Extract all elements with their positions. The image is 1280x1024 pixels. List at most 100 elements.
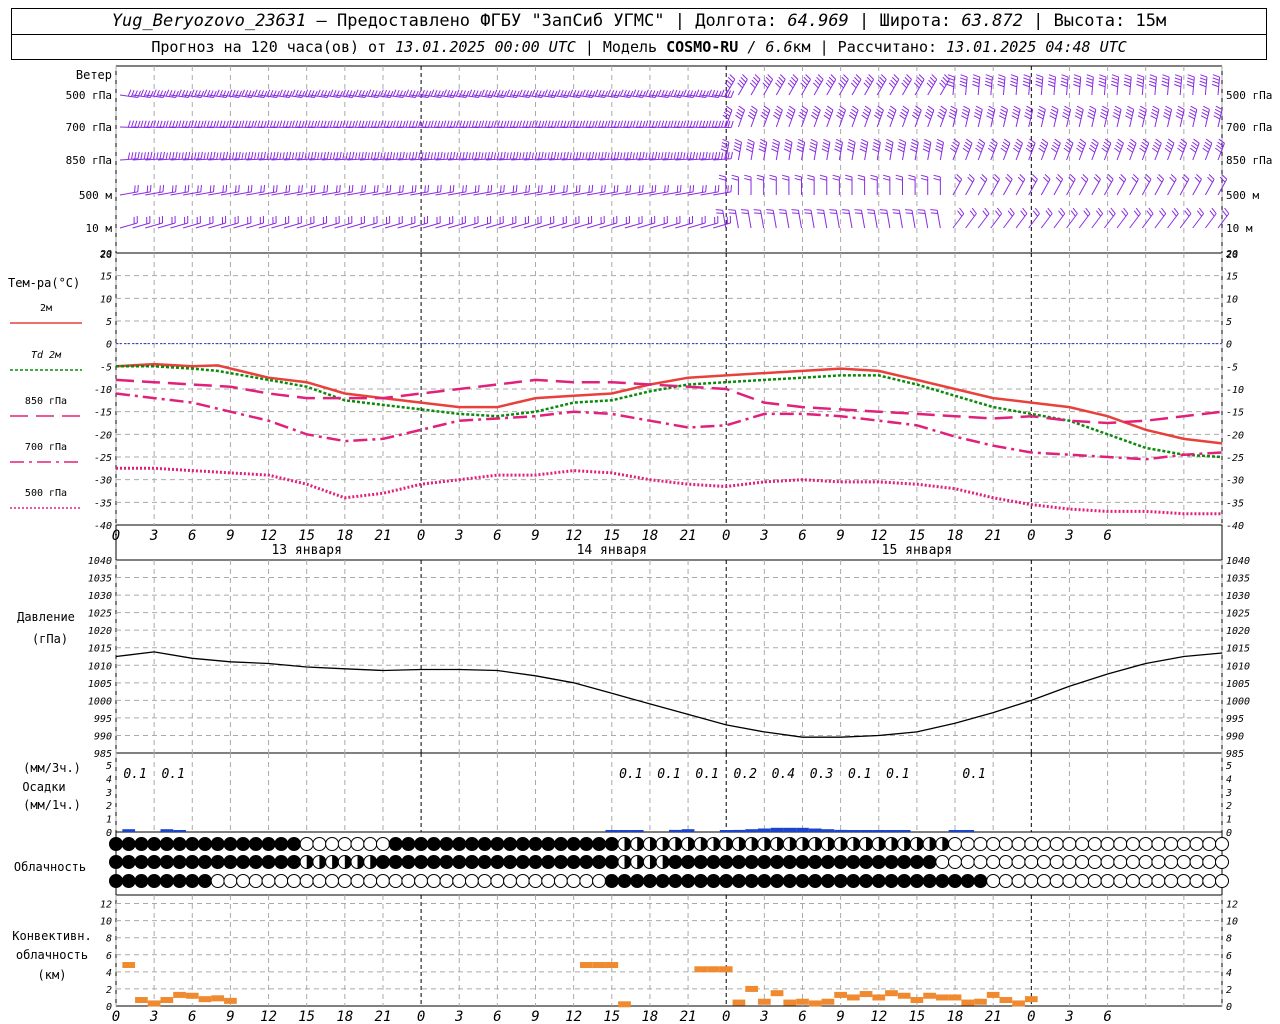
wind-barb-feather	[1200, 115, 1208, 120]
cloud-symbol	[134, 855, 149, 869]
wind-barb-feather	[162, 90, 167, 98]
wind-barb-feather	[879, 209, 887, 211]
wind-barb-feather	[421, 89, 425, 97]
wind-barb-feather	[1127, 144, 1135, 150]
cloud-symbol	[223, 837, 238, 851]
temp-series-line	[116, 466, 1222, 516]
wind-barb-shaft	[1129, 213, 1141, 229]
pressure-y-tick: 1035	[88, 574, 112, 585]
wind-barb-feather	[661, 120, 665, 128]
conv-cloud-bar	[910, 997, 924, 1004]
wind-barb-feather	[823, 138, 831, 143]
wind-barb-feather	[999, 112, 1007, 117]
conv-cloud-bar	[935, 994, 949, 1001]
cloud-symbol	[363, 837, 378, 851]
wind-barb-feather	[923, 142, 931, 146]
x-tick-label: 9	[836, 528, 844, 544]
wind-barb-feather	[910, 145, 918, 150]
wind-barb-feather	[1073, 74, 1081, 78]
cloud-symbol-half	[624, 855, 632, 869]
wind-barb-shaft	[747, 210, 752, 229]
wind-barb-feather	[979, 176, 986, 183]
wind-barb-feather	[402, 184, 404, 192]
precip-y-label: Осадки	[22, 780, 65, 794]
temp-legend-label: 850 гПа	[25, 396, 67, 407]
wind-barb-feather	[1043, 176, 1049, 183]
wind-barb-feather	[935, 148, 942, 153]
wind-barb-feather	[895, 174, 903, 178]
wind-barb-feather	[782, 174, 790, 178]
wind-barb-feather	[720, 148, 728, 153]
wind-barb-shaft	[977, 213, 990, 229]
wind-barb-feather	[986, 115, 993, 120]
wind-barb-feather	[901, 108, 908, 114]
wind-barb-feather	[959, 80, 967, 84]
wind-barb-feather	[553, 151, 557, 159]
precip-bar	[821, 829, 835, 832]
cloud-symbol	[1024, 837, 1039, 851]
wind-barb-feather	[616, 184, 619, 192]
wind-barb-feather	[279, 120, 283, 128]
temp-y-tick: -25	[94, 453, 112, 464]
wind-barb-feather	[446, 120, 450, 128]
wind-barb-feather	[396, 120, 400, 128]
wind-barb-feather	[972, 77, 980, 81]
cloud-symbol	[884, 874, 899, 888]
wind-barb-feather	[1124, 74, 1132, 78]
cloud-symbol	[795, 874, 810, 888]
wind-barb-shaft	[952, 143, 960, 161]
wind-barb-feather	[613, 185, 616, 193]
wind-barb-shaft	[760, 210, 765, 229]
wind-barb-feather	[617, 120, 621, 128]
wind-barb-feather	[654, 120, 658, 128]
wind-barb-shaft	[1179, 179, 1190, 196]
cloud-symbol	[757, 874, 772, 888]
wind-barb-feather	[902, 79, 909, 86]
wind-barb-feather	[717, 184, 720, 192]
pressure-y-tick: 1040	[1226, 556, 1250, 567]
x-tick-label: 3	[759, 1009, 768, 1024]
wind-barb-feather	[541, 120, 545, 128]
wind-barb-feather	[367, 152, 370, 160]
wind-barb-feather	[822, 145, 829, 150]
wind-barb-feather	[1156, 176, 1163, 183]
wind-barb-feather	[607, 89, 611, 97]
cloud-symbol	[579, 874, 594, 888]
wind-barb-feather	[314, 151, 317, 159]
wind-barb-feather	[744, 177, 752, 181]
wind-barb-feather	[1196, 174, 1202, 180]
cloud-symbol	[261, 855, 276, 869]
wind-barb-feather	[727, 90, 731, 98]
wind-scale-tick: 20	[1226, 250, 1238, 261]
cloud-symbol	[1075, 874, 1090, 888]
wind-barb-feather	[924, 138, 932, 143]
wind-barb-feather	[1189, 108, 1197, 114]
wind-barb-feather	[563, 152, 566, 160]
wind-barb-feather	[789, 105, 796, 111]
wind-barb-feather	[985, 80, 993, 84]
wind-barb-feather	[1048, 77, 1056, 81]
wind-barb-feather	[219, 120, 223, 128]
cloud-symbol	[604, 874, 619, 888]
wind-barb-feather	[860, 145, 867, 150]
wind-barb-feather	[1044, 174, 1051, 180]
cloud-symbol	[350, 837, 365, 851]
wind-barb-feather	[335, 185, 338, 193]
wind-barb-feather	[370, 89, 375, 97]
wind-barb-feather	[898, 142, 906, 146]
wind-barb-feather	[1190, 144, 1198, 150]
wind-barb-feather	[629, 184, 632, 192]
wind-barb-feather	[538, 152, 541, 160]
wind-barb-feather	[992, 176, 999, 183]
wind-barb-feather	[610, 89, 615, 97]
wind-barb-feather	[219, 152, 222, 160]
wind-barb-shaft	[1116, 143, 1124, 161]
wind-barb-feather	[742, 74, 748, 80]
wind-barb-feather	[389, 90, 394, 98]
wind-barb-shaft	[788, 79, 799, 96]
cloud-symbol	[274, 837, 289, 851]
wind-barb-feather	[616, 90, 621, 98]
wind-barb-feather	[490, 90, 495, 98]
wind-barb-shaft	[813, 109, 821, 128]
wind-barb-feather	[1082, 174, 1089, 180]
